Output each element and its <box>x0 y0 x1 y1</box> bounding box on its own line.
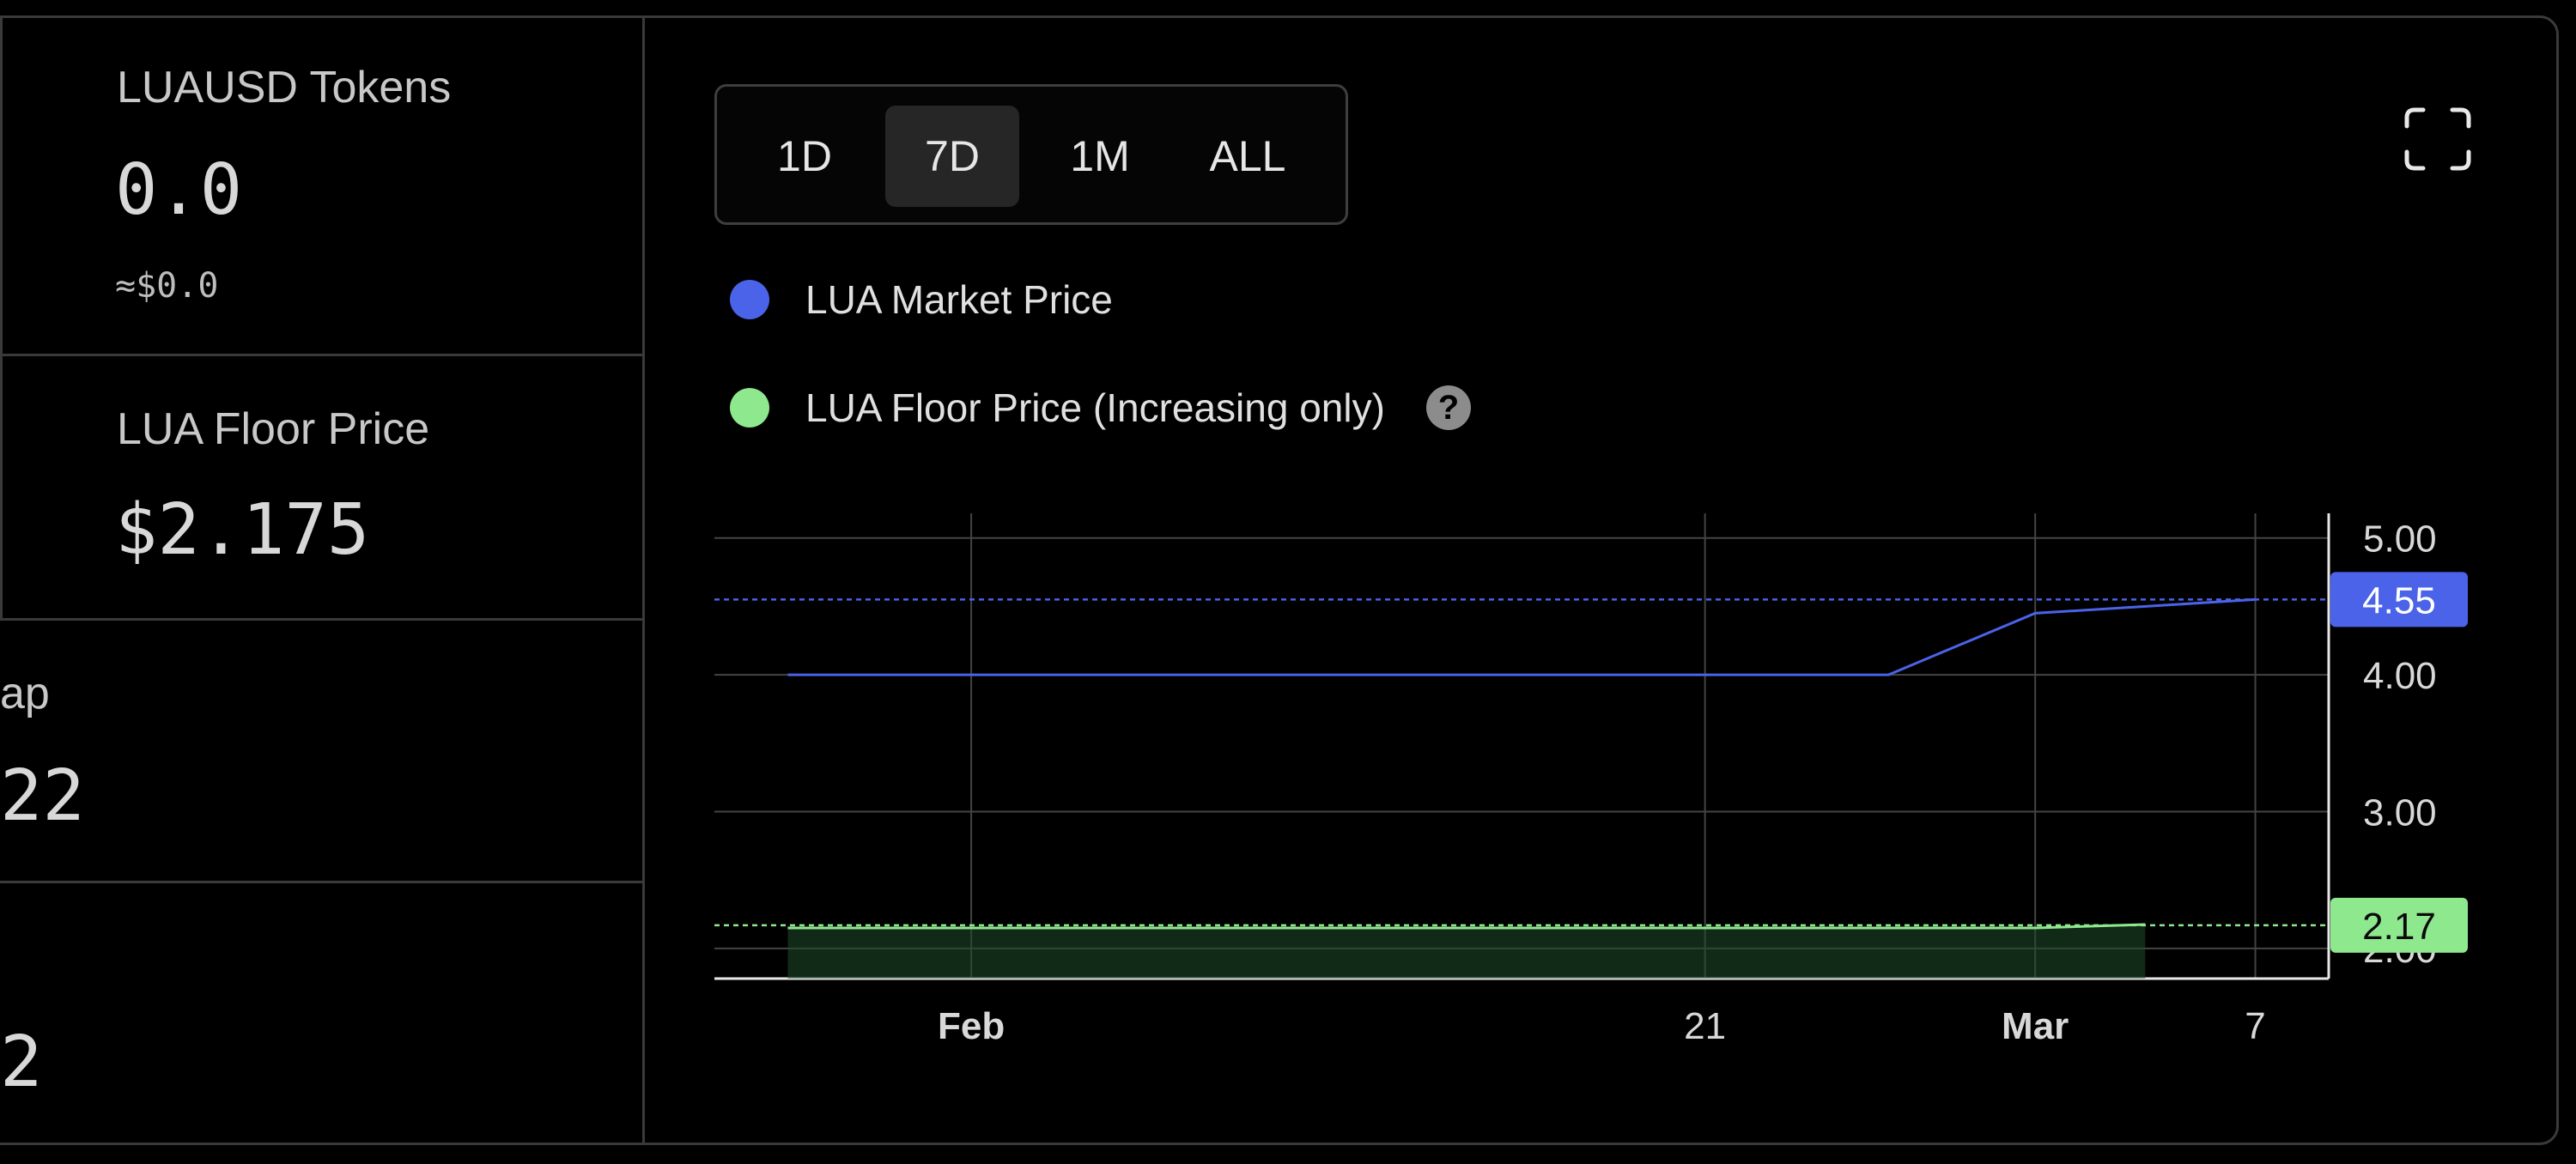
legend-market-price: LUA Market Price <box>730 276 1113 323</box>
floor-price-area <box>787 925 2146 979</box>
divider <box>0 15 3 620</box>
market-cap-value: 22 <box>0 755 85 837</box>
floor-price-badge-label: 2.17 <box>2362 906 2436 948</box>
divider <box>642 15 645 1145</box>
y-tick-label: 4.00 <box>2363 655 2437 697</box>
panel-frame <box>0 15 2559 1145</box>
floor-price-line <box>787 923 2146 930</box>
fullscreen-icon[interactable] <box>2404 107 2471 171</box>
y-tick-label: 3.00 <box>2363 792 2437 834</box>
y-tick-label: 5.00 <box>2363 518 2437 561</box>
floor-price-badge <box>2330 897 2468 953</box>
legend-floor-label: LUA Floor Price (Increasing only) <box>805 385 1385 430</box>
x-tick-label: 21 <box>1684 1005 1726 1047</box>
time-range-selector: 1D 7D 1M ALL <box>714 84 1348 225</box>
legend-market-label: LUA Market Price <box>805 277 1113 322</box>
range-7d-button[interactable]: 7D <box>885 106 1019 207</box>
help-icon[interactable]: ? <box>1425 385 1471 430</box>
floor-price-value: $2.175 <box>115 489 370 571</box>
floor-price-label: LUA Floor Price <box>117 404 430 454</box>
market-price-badge-label: 4.55 <box>2362 579 2436 621</box>
divider <box>0 881 642 883</box>
tokens-usd-value: ≈$0.0 <box>115 266 219 306</box>
x-tick-label: Feb <box>938 1005 1005 1047</box>
market-price-badge <box>2330 572 2468 627</box>
range-all-button[interactable]: ALL <box>1209 132 1286 180</box>
market-price-line <box>787 597 2256 676</box>
tokens-value: 0.0 <box>115 149 243 231</box>
x-tick-label: Mar <box>2002 1005 2069 1047</box>
divider <box>0 618 642 621</box>
divider <box>0 354 642 356</box>
market-cap-label: ap <box>0 669 50 718</box>
fourth-stat-value: 2 <box>0 1022 43 1103</box>
legend-dot-market <box>730 280 769 319</box>
range-1d-button[interactable]: 1D <box>777 132 832 180</box>
tokens-label: LUAUSD Tokens <box>117 63 452 112</box>
legend-dot-floor <box>730 388 769 427</box>
x-tick-label: 7 <box>2245 1005 2265 1047</box>
range-1m-button[interactable]: 1M <box>1070 132 1130 180</box>
legend-floor-price: LUA Floor Price (Increasing only) ? <box>730 385 1471 431</box>
